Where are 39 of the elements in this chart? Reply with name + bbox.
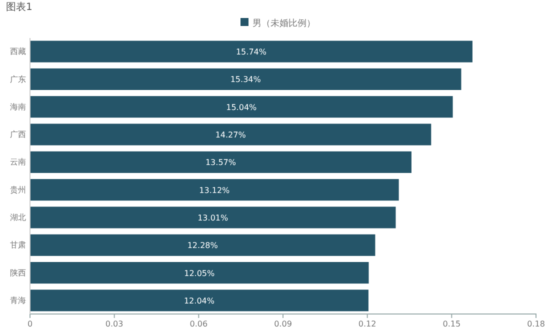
x-tick-label: 0.09 — [274, 320, 292, 329]
bar — [30, 68, 462, 90]
bar — [30, 151, 412, 173]
y-tick-label: 云南 — [10, 158, 26, 167]
bar — [30, 206, 396, 228]
y-tick-label: 陕西 — [10, 268, 26, 278]
data-label: 13.01% — [198, 213, 229, 222]
data-label: 14.27% — [215, 130, 246, 140]
legend-label: 男（未婚比例） — [252, 18, 316, 29]
data-label: 12.05% — [184, 268, 216, 278]
data-label: 15.04% — [226, 102, 258, 112]
y-tick-label: 西藏 — [10, 47, 26, 56]
bar — [30, 124, 432, 146]
chart-title: 图表1 — [6, 1, 32, 13]
data-label: 12.04% — [184, 296, 215, 306]
x-tick-label: 0.18 — [527, 320, 545, 329]
bar — [30, 40, 472, 62]
x-tick-label: 0.15 — [442, 320, 461, 329]
bar — [30, 262, 369, 284]
y-tick-label: 广东 — [10, 74, 26, 84]
x-tick-label: 0.06 — [190, 320, 208, 329]
bar — [30, 179, 399, 201]
data-label: 12.28% — [187, 241, 218, 250]
y-tick-label: 海南 — [10, 102, 26, 112]
bar — [30, 96, 453, 118]
data-label: 15.34% — [230, 75, 262, 84]
y-tick-label: 广西 — [10, 130, 26, 140]
y-tick-label: 湖北 — [10, 213, 26, 222]
x-tick-label: 0 — [27, 320, 33, 329]
data-label: 15.74% — [236, 48, 267, 57]
data-label: 13.12% — [199, 186, 230, 195]
y-tick-label: 青海 — [10, 296, 26, 306]
bar — [30, 290, 368, 312]
y-tick-label: 贵州 — [10, 185, 26, 194]
y-tick-label: 甘肃 — [10, 240, 26, 250]
bar — [30, 234, 376, 256]
data-label: 13.57% — [205, 158, 236, 168]
x-tick-label: 0.12 — [358, 320, 376, 329]
x-tick-label: 0.03 — [105, 320, 124, 329]
